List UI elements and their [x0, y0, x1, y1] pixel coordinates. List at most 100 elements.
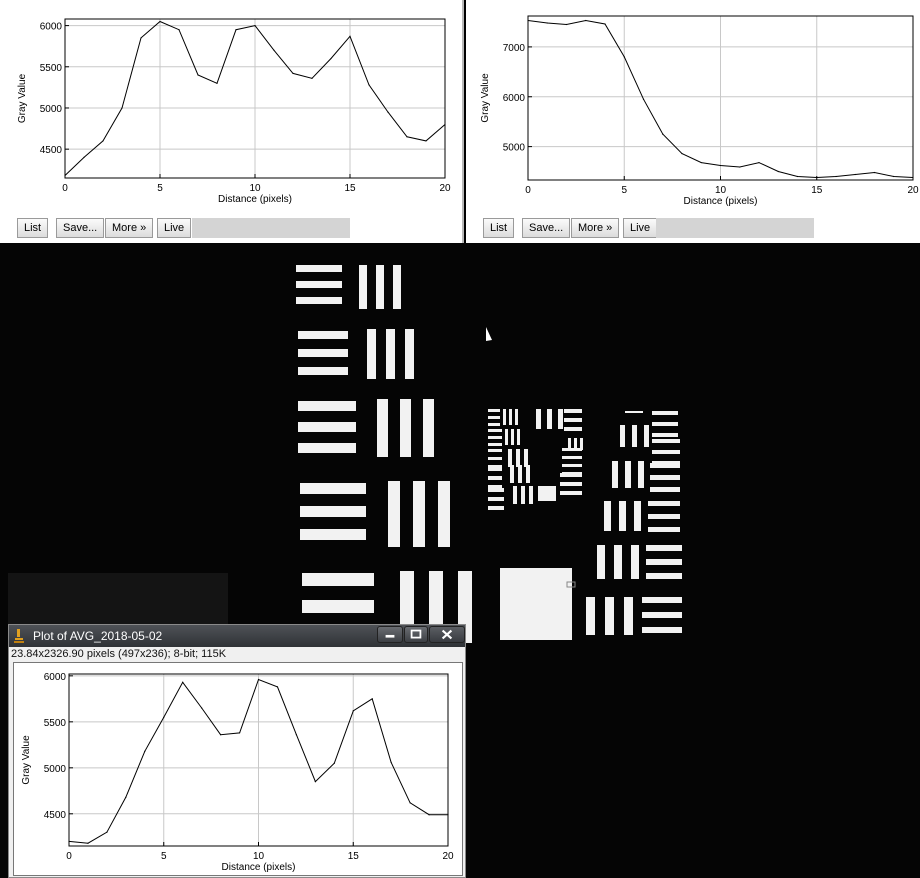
- x-tick-label: 15: [811, 185, 823, 196]
- save-button[interactable]: Save...: [56, 218, 105, 238]
- y-tick-label: 6000: [44, 672, 67, 683]
- target-bar-vertical: [509, 409, 512, 425]
- live-button[interactable]: Live: [157, 218, 192, 238]
- list-button[interactable]: List: [483, 218, 515, 238]
- data-point: [201, 707, 203, 709]
- target-bar-vertical: [558, 409, 563, 429]
- minimize-button[interactable]: [377, 626, 403, 643]
- data-point: [585, 19, 587, 22]
- image-info: 23.84x2326.90 pixels (497x236); 8-bit; 1…: [9, 647, 465, 661]
- live-button[interactable]: Live: [623, 218, 658, 238]
- target-bar-horizontal: [560, 473, 582, 477]
- target-bar-horizontal: [298, 443, 356, 453]
- target-bar-horizontal: [488, 497, 504, 501]
- x-axis-label: Distance (pixels): [218, 194, 292, 205]
- more-button[interactable]: More »: [105, 218, 154, 238]
- target-bar-vertical: [526, 465, 530, 483]
- target-square-small: [538, 486, 556, 501]
- target-bar-horizontal: [488, 465, 502, 468]
- save-button[interactable]: Save...: [522, 218, 571, 238]
- maximize-button[interactable]: [404, 626, 428, 643]
- data-point: [387, 111, 389, 113]
- target-bar-vertical: [386, 329, 395, 379]
- data-point: [623, 56, 625, 58]
- target-bar-vertical: [529, 486, 533, 504]
- data-point: [159, 20, 161, 23]
- target-bar-vertical: [521, 486, 525, 504]
- plot-window: Plot of AVG_2018-05-02 23.84x2326.90 pix…: [8, 624, 466, 878]
- x-axis-label: Distance (pixels): [684, 196, 758, 207]
- target-bar-horizontal: [296, 281, 342, 288]
- data-point: [758, 161, 760, 164]
- data-point: [333, 762, 335, 764]
- data-point: [425, 140, 427, 142]
- target-bar-vertical: [604, 501, 611, 531]
- target-bar-vertical: [505, 429, 508, 445]
- target-bar-horizontal: [642, 612, 682, 618]
- target-bar-vertical: [605, 597, 614, 635]
- target-bar-vertical: [597, 545, 605, 579]
- profile-plot-window: 0 5 10 15 20 4500 5000 5500 6000 Distance (pixels…: [21, 672, 454, 873]
- target-bar-vertical: [574, 438, 577, 450]
- y-tick-label: 6000: [40, 22, 63, 33]
- target-square-large: [500, 568, 572, 640]
- y-tick-label: 6000: [503, 93, 526, 104]
- target-bar-horizontal: [560, 491, 582, 495]
- target-bar-horizontal: [298, 331, 348, 339]
- target-bar-vertical: [511, 429, 514, 445]
- data-point: [873, 171, 876, 174]
- x-tick-label: 5: [161, 851, 167, 862]
- maximize-icon: [410, 629, 422, 639]
- data-point: [140, 37, 142, 39]
- target-bar-vertical: [376, 265, 384, 309]
- target-bar-vertical: [388, 481, 400, 547]
- profile-plot-left: 0 5 10 15 20 4500 5000 5500 6000 Distance (pixels…: [17, 18, 451, 205]
- x-tick-label: 0: [62, 183, 68, 194]
- y-tick-label: 4500: [40, 145, 63, 156]
- target-bar-horizontal: [564, 427, 582, 431]
- target-bar-horizontal: [646, 545, 682, 551]
- target-bar-vertical: [393, 265, 401, 309]
- target-bar-vertical: [405, 329, 414, 379]
- target-bar-vertical: [438, 481, 450, 547]
- x-tick-label: 5: [157, 183, 163, 194]
- data-point: [178, 29, 180, 31]
- data-point: [527, 19, 529, 22]
- target-bar-horizontal: [298, 401, 356, 411]
- data-point: [700, 161, 702, 164]
- x-tick-label: 10: [715, 185, 727, 196]
- target-bar-horizontal: [646, 573, 682, 579]
- target-bar-horizontal: [642, 597, 682, 603]
- target-bar-horizontal: [488, 416, 500, 419]
- target-bar-horizontal: [648, 527, 680, 532]
- data-point: [777, 170, 779, 173]
- target-bar-vertical: [515, 409, 518, 425]
- data-point: [106, 831, 108, 833]
- list-button[interactable]: List: [17, 218, 49, 238]
- selection-handle[interactable]: [566, 581, 576, 588]
- window-title: Plot of AVG_2018-05-02: [33, 629, 163, 643]
- data-point: [835, 175, 837, 178]
- target-bar-vertical: [508, 449, 512, 467]
- target-bar-horizontal: [564, 409, 582, 413]
- target-bar-vertical: [644, 425, 649, 447]
- window-titlebar[interactable]: Plot of AVG_2018-05-02: [9, 625, 465, 647]
- data-point: [681, 152, 683, 155]
- x-tick-label: 15: [348, 851, 360, 862]
- target-bar-vertical: [631, 545, 639, 579]
- close-button[interactable]: [429, 626, 465, 643]
- data-point: [254, 24, 256, 27]
- target-bar-vertical: [638, 461, 644, 488]
- x-tick-label: 10: [249, 183, 261, 194]
- target-bar-horizontal: [296, 265, 342, 272]
- data-point: [371, 698, 373, 700]
- more-button[interactable]: More »: [571, 218, 620, 238]
- data-point: [739, 166, 741, 168]
- target-bar-horizontal: [488, 506, 504, 510]
- data-point: [144, 750, 146, 752]
- data-point: [912, 176, 914, 179]
- data-point: [368, 84, 370, 86]
- data-point: [565, 23, 568, 26]
- data-point: [163, 716, 165, 718]
- data-point: [64, 174, 66, 177]
